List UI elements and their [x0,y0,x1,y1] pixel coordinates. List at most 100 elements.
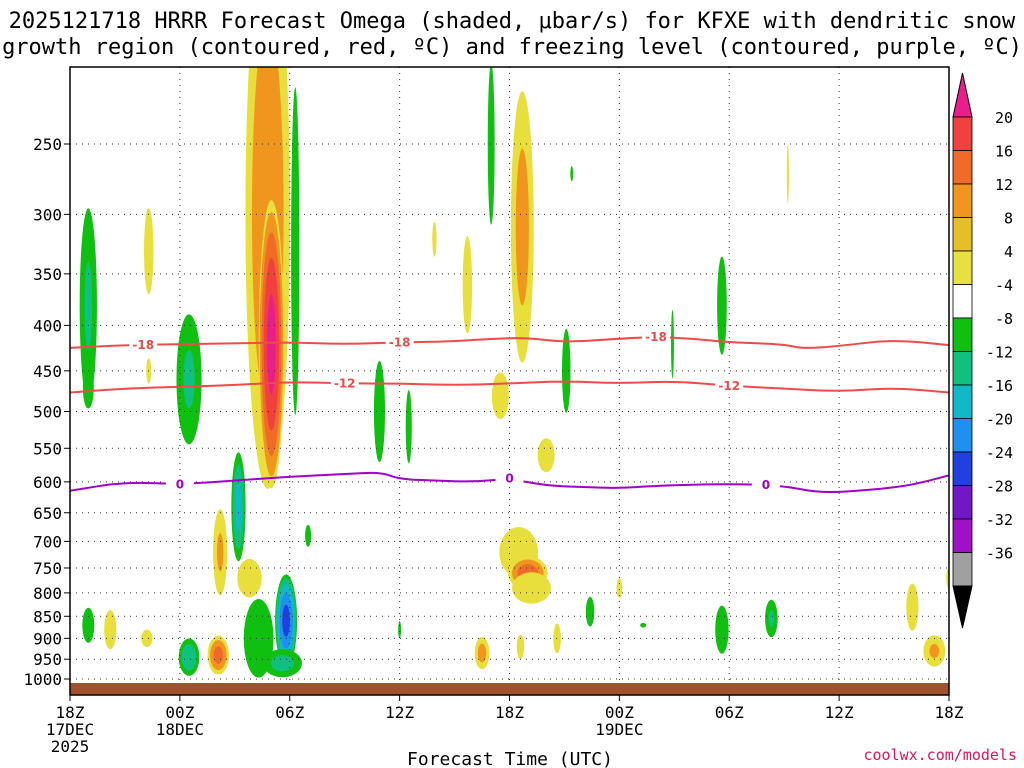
colorbar-bottom-arrow [952,585,973,629]
colorbar-label: -16 [986,377,1013,395]
colorbar-segment [952,183,973,218]
x-tick-label: 00Z [165,703,194,722]
colorbar-segment [952,384,973,419]
colorbar-label: -36 [986,545,1013,563]
contour-label-bg [715,377,744,393]
omega-cell [207,635,230,675]
omega-cell [79,208,97,403]
colorbar-label: 12 [995,176,1013,194]
colorbar: 20 16 12 8 4 -4 -8 -12 -16 -20 -24 -28 -32 -36 [952,72,1013,629]
omega-cell [231,452,246,562]
colorbar-segment [952,150,973,185]
omega-contour-fill [515,148,529,306]
omega-contour-fill [141,629,153,647]
colorbar-segment [952,317,973,352]
omega-contour-fill [291,87,300,416]
omega-cell [923,635,946,667]
colorbar-label: 16 [995,143,1013,161]
contour-label: -12 [334,376,356,390]
contour-label: -18 [132,338,154,352]
omega-contour-fill [305,524,312,547]
omega-contour-fill [462,236,473,334]
omega-cell [262,649,303,678]
y-tick-label: 650 [33,504,62,523]
contour-line [70,380,949,394]
omega-cell [141,629,153,647]
colorbar-label: 20 [995,109,1013,127]
x-tick-label: 18Z [56,703,85,722]
y-tick-label: 800 [33,584,62,603]
grid-lines [70,67,949,695]
omega-cell [291,87,300,416]
omega-contour-fill [562,328,571,413]
colorbar-segment [952,250,973,285]
contour-label-bg [495,470,524,486]
credit-link[interactable]: coolwx.com/models [863,746,1017,764]
colorbar-label: -8 [995,310,1013,328]
contour-label-bg [385,334,414,350]
omega-contour-fill [104,610,117,650]
omega-contour-fill [717,256,727,355]
x-tick-label: 06Z [275,703,304,722]
colorbar-segment [952,451,973,486]
y-tick-label: 900 [33,629,62,648]
omega-cell [258,200,285,489]
omega-contour-fill [516,634,525,660]
omega-cell [82,607,95,643]
omega-contour-fill [768,610,775,627]
omega-contour-fill [537,438,555,473]
omega-cell [765,599,778,638]
y-tick-label: 550 [33,439,62,458]
chart-title-line-2: growth region (contoured, red, ºC) and f… [2,35,1022,60]
omega-cell [715,605,729,654]
colorbar-segment [952,518,973,553]
omega-cell [104,610,117,650]
omega-cell [562,328,571,413]
omega-contour-fill [84,262,93,350]
omega-cell [491,372,509,420]
omega-contour-fill [373,360,385,463]
omega-contour-fill [906,583,919,631]
omega-contour-fill [213,646,224,664]
x-tick-label: 12Z [385,703,414,722]
omega-contour-fill [432,221,437,257]
contour-label-bg [129,336,158,352]
y-tick-label: 250 [33,135,62,154]
omega-contour-fill [786,143,789,204]
omega-contour-fill [183,350,195,409]
colorbar-label: -32 [986,511,1013,529]
contour-line [70,336,949,349]
x-tick-label: 19DEC [595,720,643,739]
omega-cell [786,143,789,204]
omega-cell [398,621,402,639]
plot-frame [69,66,950,696]
omega-contour-fill [570,166,574,182]
ground-surface [70,683,949,695]
contour-label: 0 [505,472,513,486]
colorbar-segment [952,116,973,151]
omega-contour-fill [144,208,154,295]
temperature-contours: -18 -18 -18 -12 -12 0 0 0 [70,328,949,494]
contour-label-bg [330,375,359,391]
omega-cell [537,438,555,473]
colorbar-label: 4 [1004,243,1013,261]
x-tick-label: 17DEC [46,720,94,739]
omega-cell [616,578,623,598]
omega-contour-fill [487,67,495,225]
y-tick-label: 500 [33,403,62,422]
colorbar-segment [952,284,973,319]
omega-contour-fill [671,309,674,379]
colorbar-segment [952,552,973,587]
omega-cell [405,389,412,464]
omega-shading [79,67,949,678]
omega-contour-fill [82,366,94,409]
omega-contour-fill [616,578,623,598]
omega-contour-fill [235,482,242,532]
omega-cell [305,524,312,547]
omega-contour-fill [217,532,224,572]
y-tick-label: 850 [33,607,62,626]
omega-cell [144,208,154,295]
contour-label: -18 [645,330,667,344]
contour-label-bg [165,476,194,492]
